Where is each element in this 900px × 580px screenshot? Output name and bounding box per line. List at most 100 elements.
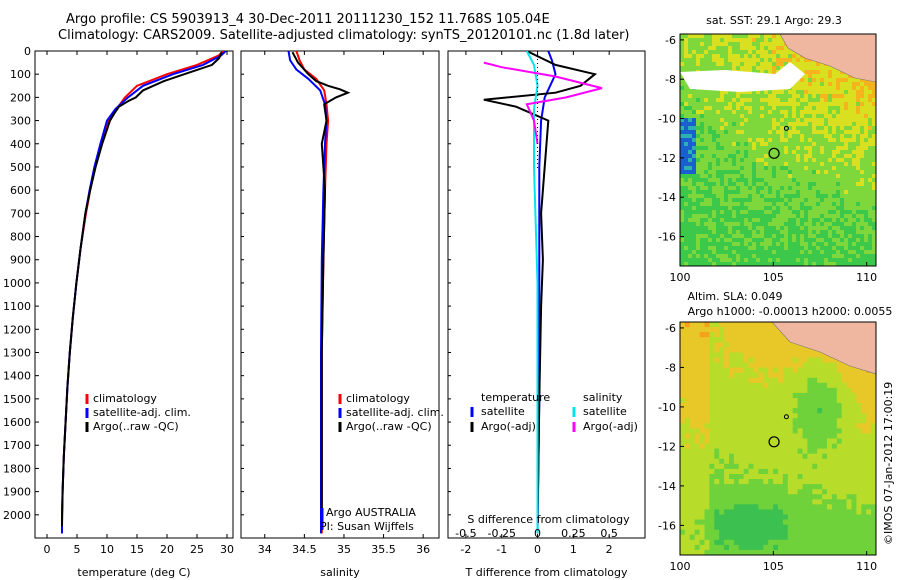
sla-cell (782, 504, 789, 510)
sla-cell (699, 519, 706, 526)
sla-cell (684, 468, 691, 475)
sla-cell (856, 474, 862, 480)
sst-cell (740, 218, 745, 223)
sla-cell (778, 382, 784, 389)
sst-cell (684, 34, 689, 39)
sla-cell (822, 468, 828, 475)
sla-cell (831, 489, 838, 495)
sst-cell (732, 110, 737, 115)
sla-cell (753, 428, 759, 435)
sla-cell (792, 413, 799, 419)
sst-cell (748, 134, 753, 139)
sst-cell (800, 106, 805, 111)
sla-cell (694, 367, 701, 374)
sla-cell (694, 499, 701, 505)
sst-cell (812, 198, 817, 203)
sla-cell (689, 549, 696, 555)
sst-cell (720, 214, 725, 219)
sla-cell (729, 377, 735, 384)
sla-cell (768, 392, 774, 399)
sst-cell (844, 170, 849, 175)
sst-cell (820, 162, 825, 167)
sst-cell (692, 238, 697, 243)
sst-cell (696, 238, 701, 243)
sst-cell (764, 138, 769, 143)
sla-cell (797, 463, 804, 470)
sst-cell (684, 62, 689, 67)
sla-cell (719, 468, 725, 475)
argo-location-marker (768, 436, 780, 448)
sst-cell (844, 226, 849, 231)
sla-cell (792, 448, 799, 455)
sst-cell (788, 186, 793, 191)
sst-cell (688, 166, 693, 171)
sst-cell (804, 186, 809, 191)
sla-cell (689, 499, 696, 505)
sst-cell (812, 114, 817, 119)
sst-cell (840, 78, 845, 83)
sst-cell (848, 142, 853, 147)
sla-cell (792, 463, 799, 470)
sla-cell (787, 453, 794, 460)
sla-cell (704, 484, 710, 490)
sla-cell (797, 524, 804, 531)
sla-cell (836, 382, 843, 389)
sla-cell (841, 448, 848, 455)
sst-cell (764, 170, 769, 175)
sla-cell (861, 549, 867, 555)
sst-cell (848, 246, 853, 251)
sst-cell (732, 122, 737, 127)
sst-cell (728, 94, 733, 99)
sst-cell (856, 194, 861, 199)
sst-cell (776, 34, 781, 39)
sla-cell (846, 367, 853, 374)
sst-cell (792, 194, 797, 199)
sla-cell (709, 332, 715, 338)
sst-cell (788, 154, 793, 159)
sla-cell (748, 534, 755, 541)
sst-cell (756, 138, 761, 143)
sla-cell (836, 539, 843, 546)
sla-cell (709, 514, 715, 521)
sst-cell (732, 158, 737, 163)
sst-cell (728, 226, 733, 231)
sst-cell (764, 34, 769, 39)
sst-cell (712, 198, 717, 203)
sla-cell (729, 468, 735, 475)
sst-cell (812, 106, 817, 111)
sla-cell (861, 398, 867, 404)
sla-cell (684, 524, 691, 531)
sla-cell (856, 453, 862, 460)
sla-cell (812, 438, 818, 445)
sst-cell (684, 94, 689, 99)
sla-cell (841, 539, 848, 546)
sla-cell (841, 468, 848, 475)
sst-cell (788, 258, 793, 263)
sst-cell (724, 254, 729, 259)
sst-cell (804, 90, 809, 95)
sla-cell (694, 423, 701, 429)
sst-cell (796, 234, 801, 239)
series-line (61, 51, 225, 534)
sst-cell (748, 106, 753, 111)
sst-cell (724, 114, 729, 119)
sst-cell (864, 86, 869, 91)
sst-cell (704, 102, 709, 107)
sst-cell (788, 182, 793, 187)
sla-cell (812, 382, 818, 389)
sst-cell (752, 102, 757, 107)
sla-cell (822, 413, 828, 419)
sla-cell (738, 504, 745, 510)
sst-cell (764, 154, 769, 159)
sst-cell (872, 114, 876, 119)
sst-cell (836, 142, 841, 147)
sst-cell (732, 126, 737, 131)
sst-cell (812, 246, 817, 251)
sla-cell (787, 362, 794, 369)
sst-cell (844, 110, 849, 115)
sla-cell (866, 544, 872, 551)
sst-cell (816, 186, 821, 191)
sla-cell (763, 347, 769, 353)
sla-cell (787, 539, 794, 546)
sst-cell (788, 126, 793, 131)
